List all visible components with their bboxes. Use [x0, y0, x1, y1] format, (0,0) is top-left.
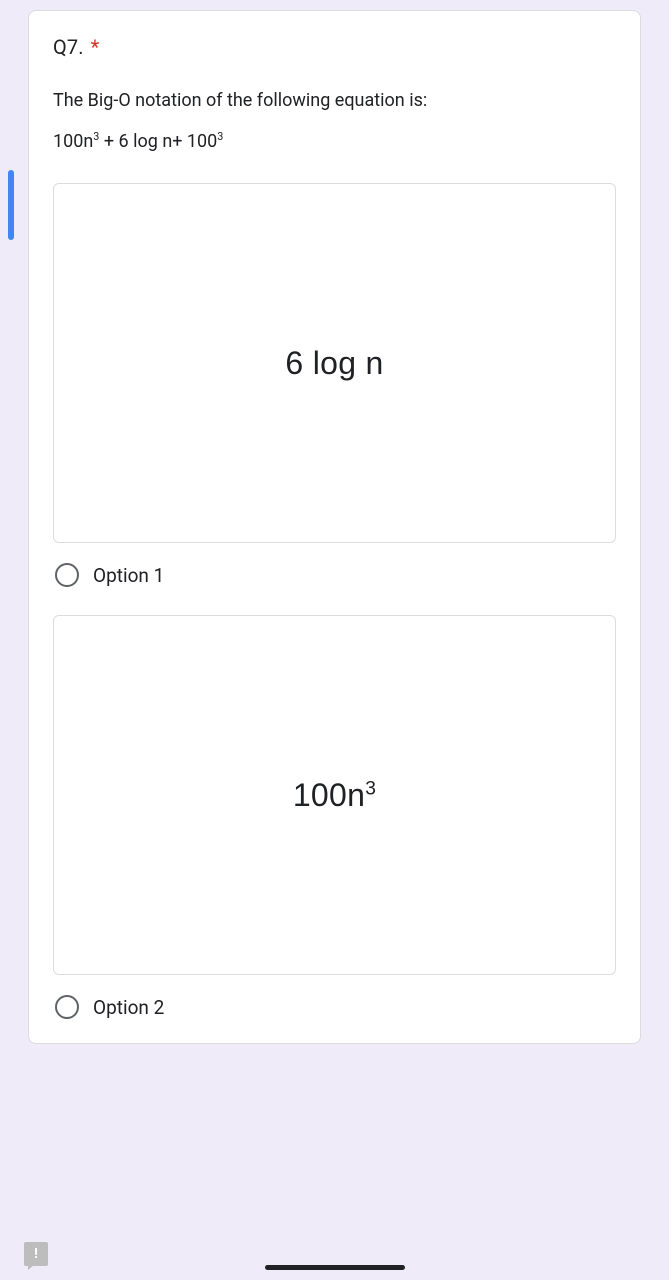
- option-2-main: 100n: [293, 777, 365, 813]
- option-image-2[interactable]: 100n3: [53, 615, 616, 975]
- option-row-2[interactable]: Option 2: [53, 995, 616, 1019]
- question-number: Q7.: [53, 35, 84, 59]
- required-asterisk: *: [89, 35, 100, 59]
- option-1-label: Option 1: [93, 564, 164, 587]
- option-image-2-text: 100n3: [293, 777, 376, 814]
- side-accent-bar: [8, 170, 14, 240]
- option-image-1-text: 6 log n: [285, 345, 383, 382]
- equation-part-1: 100n: [53, 131, 93, 152]
- page-root: Q7. * The Big-O notation of the followin…: [0, 0, 669, 1280]
- option-1-main: 6 log n: [285, 345, 383, 381]
- question-title: Q7. *: [53, 35, 616, 59]
- option-block-2: 100n3 Option 2: [53, 615, 616, 1019]
- option-row-1[interactable]: Option 1: [53, 563, 616, 587]
- home-indicator: [265, 1265, 405, 1270]
- option-2-sup: 3: [365, 778, 376, 799]
- option-block-1: 6 log n Option 1: [53, 183, 616, 587]
- equation-part-2: + 6 log n+ 100: [99, 131, 217, 152]
- equation-sup-2: 3: [217, 130, 223, 143]
- option-2-label: Option 2: [93, 996, 164, 1019]
- radio-icon[interactable]: [55, 995, 79, 1019]
- exclamation-icon: !: [34, 1247, 38, 1261]
- question-card: Q7. * The Big-O notation of the followin…: [28, 10, 641, 1044]
- feedback-button[interactable]: !: [24, 1242, 48, 1266]
- radio-icon[interactable]: [55, 563, 79, 587]
- option-image-1[interactable]: 6 log n: [53, 183, 616, 543]
- question-description: The Big-O notation of the following equa…: [53, 87, 616, 114]
- question-equation: 100n3 + 6 log n+ 1003: [53, 128, 616, 155]
